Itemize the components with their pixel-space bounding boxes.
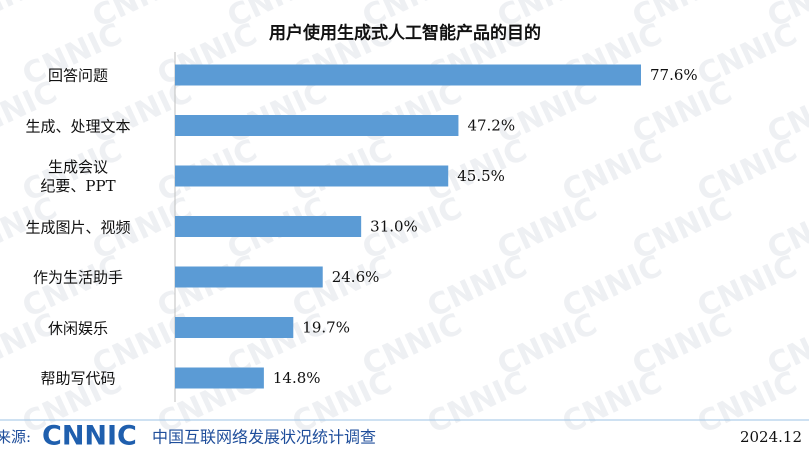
value-label: 45.5% xyxy=(457,167,505,185)
date: 2024.12 xyxy=(740,428,802,446)
source: 中国互联网络发展状况统计调查 xyxy=(152,428,376,447)
bar xyxy=(175,266,323,288)
value-label: 24.6% xyxy=(332,268,380,286)
bar xyxy=(175,64,641,86)
watermark: CNNIC xyxy=(422,365,532,441)
bar xyxy=(175,165,449,187)
bar xyxy=(175,317,294,338)
logo: CNNIC xyxy=(42,421,137,452)
category-label: 生成、处理文本 xyxy=(25,117,131,135)
category-label: 生成会议 纪要、PPT xyxy=(40,158,116,195)
bar xyxy=(175,115,459,136)
category-label: 回答问题 xyxy=(47,66,108,85)
watermark: CNNIC xyxy=(0,75,63,151)
bar xyxy=(175,216,362,237)
watermark: CNNIC xyxy=(557,365,667,441)
value-label: 77.6% xyxy=(650,66,698,84)
value-label: 14.8% xyxy=(273,369,321,387)
chart-title: 用户使用生成式人工智能产品的目的 xyxy=(269,23,541,44)
source-label: 来源: xyxy=(0,428,31,446)
value-label: 47.2% xyxy=(467,117,515,135)
category-label: 作为生活助手 xyxy=(32,268,123,287)
category-label: 生成图片、视频 xyxy=(25,218,131,236)
watermark: CNNIC xyxy=(0,0,63,35)
value-label: 31.0% xyxy=(370,218,418,236)
category-label: 休闲娱乐 xyxy=(47,319,108,337)
category-label: 帮助写代码 xyxy=(40,369,116,388)
bar xyxy=(175,367,264,389)
value-label: 19.7% xyxy=(302,319,350,337)
